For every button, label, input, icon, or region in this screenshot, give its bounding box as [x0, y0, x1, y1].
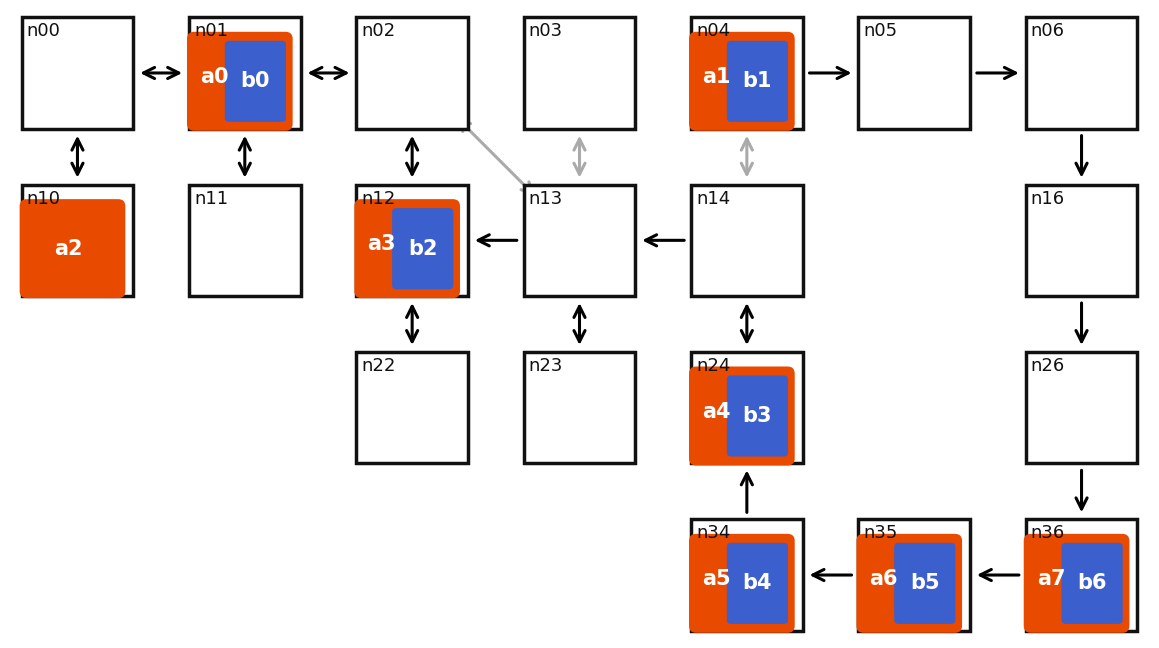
FancyBboxPatch shape [22, 185, 133, 296]
FancyBboxPatch shape [355, 199, 460, 298]
Text: n13: n13 [529, 190, 563, 207]
FancyBboxPatch shape [20, 199, 125, 298]
Text: n24: n24 [697, 357, 730, 375]
FancyBboxPatch shape [1023, 534, 1129, 633]
FancyBboxPatch shape [356, 185, 468, 296]
FancyBboxPatch shape [691, 519, 803, 631]
FancyBboxPatch shape [857, 534, 962, 633]
FancyBboxPatch shape [1026, 185, 1137, 296]
FancyBboxPatch shape [691, 17, 803, 129]
FancyBboxPatch shape [1026, 17, 1137, 129]
FancyBboxPatch shape [356, 17, 468, 129]
FancyBboxPatch shape [189, 185, 300, 296]
FancyBboxPatch shape [1062, 543, 1123, 624]
Text: a0: a0 [201, 67, 228, 87]
FancyBboxPatch shape [895, 543, 955, 624]
FancyBboxPatch shape [727, 41, 788, 122]
Text: b5: b5 [910, 573, 940, 594]
Text: n12: n12 [362, 190, 395, 207]
Text: n04: n04 [697, 22, 730, 40]
Text: n01: n01 [194, 22, 228, 40]
Text: n11: n11 [194, 190, 228, 207]
Text: n00: n00 [27, 22, 60, 40]
Text: n26: n26 [1030, 357, 1065, 375]
FancyBboxPatch shape [690, 534, 795, 633]
Text: n34: n34 [697, 524, 730, 542]
Text: n22: n22 [362, 357, 396, 375]
FancyBboxPatch shape [727, 543, 788, 624]
FancyBboxPatch shape [524, 352, 635, 463]
FancyBboxPatch shape [225, 41, 286, 122]
Text: b2: b2 [408, 238, 437, 259]
FancyBboxPatch shape [22, 17, 133, 129]
FancyBboxPatch shape [859, 519, 970, 631]
FancyBboxPatch shape [727, 375, 788, 456]
Text: a3: a3 [367, 235, 396, 255]
FancyBboxPatch shape [859, 17, 970, 129]
Text: b0: b0 [241, 71, 270, 91]
Text: n06: n06 [1030, 22, 1065, 40]
FancyBboxPatch shape [356, 352, 468, 463]
Text: n16: n16 [1030, 190, 1065, 207]
Text: b1: b1 [743, 71, 772, 91]
FancyBboxPatch shape [1026, 352, 1137, 463]
FancyBboxPatch shape [690, 32, 795, 131]
FancyBboxPatch shape [691, 352, 803, 463]
Text: a6: a6 [869, 569, 898, 589]
Text: a5: a5 [702, 569, 730, 589]
FancyBboxPatch shape [524, 17, 635, 129]
FancyBboxPatch shape [187, 32, 293, 131]
Text: n02: n02 [362, 22, 395, 40]
FancyBboxPatch shape [1026, 519, 1137, 631]
Text: b3: b3 [743, 406, 772, 426]
Text: a1: a1 [702, 67, 730, 87]
Text: n23: n23 [529, 357, 563, 375]
Text: n10: n10 [27, 190, 60, 207]
Text: n03: n03 [529, 22, 563, 40]
Text: n36: n36 [1030, 524, 1065, 542]
FancyBboxPatch shape [690, 367, 795, 465]
FancyBboxPatch shape [189, 17, 300, 129]
Text: b6: b6 [1078, 573, 1107, 594]
FancyBboxPatch shape [691, 185, 803, 296]
FancyBboxPatch shape [524, 185, 635, 296]
Text: a4: a4 [702, 402, 730, 422]
Text: a7: a7 [1036, 569, 1065, 589]
Text: a2: a2 [53, 238, 82, 259]
Text: n05: n05 [863, 22, 897, 40]
Text: b4: b4 [743, 573, 772, 594]
FancyBboxPatch shape [392, 208, 453, 289]
Text: n35: n35 [863, 524, 898, 542]
Text: n14: n14 [697, 190, 730, 207]
